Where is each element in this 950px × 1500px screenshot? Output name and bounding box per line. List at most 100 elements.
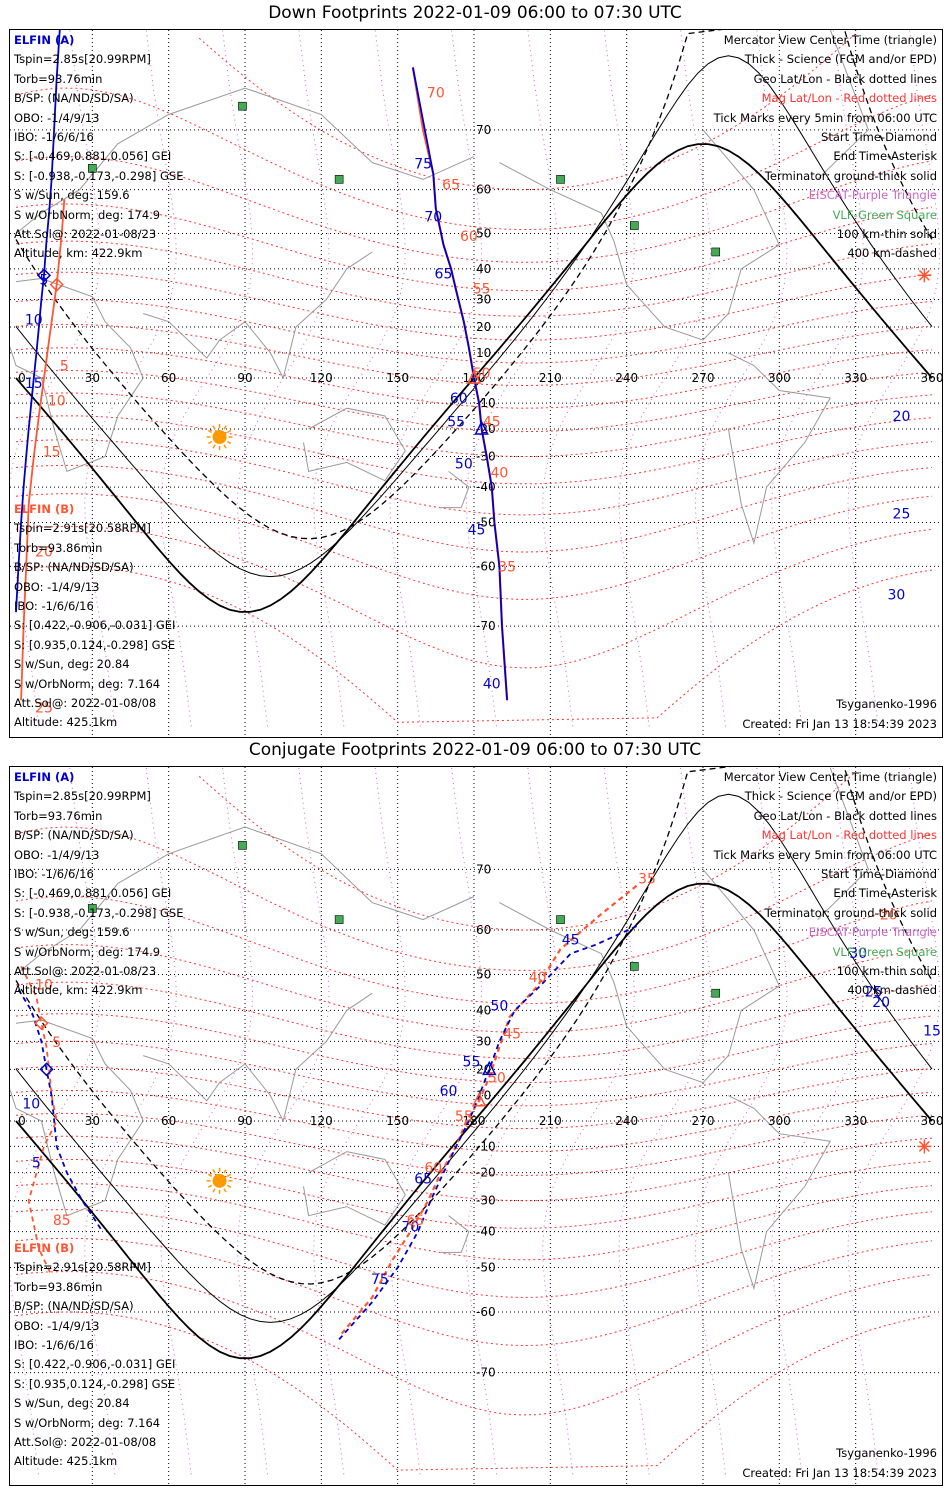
lat-tick-label: 30 xyxy=(476,292,491,306)
mag-lon-line xyxy=(160,30,254,727)
elfin-a-s-sun: S w/Sun, deg: 159.6 xyxy=(14,188,130,203)
center-time-triangle-icon xyxy=(466,369,482,384)
legend-item: Thick - Science (FGM and/or EPD) xyxy=(744,789,937,804)
sun-icon xyxy=(206,424,233,451)
vlf-station-icon xyxy=(711,988,721,998)
elfin-a-obo: OBO: -1/4/9/13 xyxy=(14,847,100,862)
terminator-400km xyxy=(15,767,933,1285)
elfin-a-minute-label: 40 xyxy=(483,677,501,693)
elfin-a-minute-label: 30 xyxy=(849,946,867,962)
elfin-a-minute-label: 25 xyxy=(865,985,883,1001)
mag-lat-line xyxy=(15,826,933,971)
mag-lat-line xyxy=(15,347,933,409)
elfin-a-info: ELFIN (A) Tspin=2.85s[20.99RPM] Torb=93.… xyxy=(14,31,183,264)
lat-tick-label: 50 xyxy=(476,226,491,240)
elfin-a-minute-label: 5 xyxy=(32,1155,41,1171)
mag-lat-line xyxy=(15,1271,933,1416)
lon-tick-label: 150 xyxy=(386,1114,409,1128)
coastline xyxy=(499,129,780,341)
mag-lat-line xyxy=(15,323,933,387)
mag-lat-line xyxy=(15,895,933,1005)
coastline xyxy=(303,407,406,482)
legend-item: EISCAT-Purple Triangle xyxy=(808,925,937,940)
lon-tick-label: 120 xyxy=(310,1114,333,1128)
elfin-b-spin: Tspin=2.91s[20.58RPM] xyxy=(14,521,151,536)
mag-lat-line xyxy=(15,981,933,1059)
legend-item: VLF-Green Square xyxy=(832,944,937,959)
coastline xyxy=(817,767,869,920)
legend: Mercator View Center Time (triangle) Thi… xyxy=(714,31,937,264)
coastline xyxy=(143,992,373,1123)
vlf-station-icon xyxy=(711,247,721,257)
elfin-b-altitude: Altitude: 425.1km xyxy=(14,1454,118,1469)
lon-tick-label: 60 xyxy=(161,371,176,385)
created-label: Created: Fri Jan 13 18:54:39 2023 xyxy=(742,717,937,731)
elfin-a-minute-label: 50 xyxy=(491,998,509,1014)
elfin-b-s-sun: S w/Sun, deg: 20.84 xyxy=(14,1396,130,1411)
vlf-station-icon xyxy=(629,962,639,971)
mag-lat-line xyxy=(15,87,933,231)
legend: Mercator View Center Time (triangle) Thi… xyxy=(714,768,937,1001)
lon-tick-label: 90 xyxy=(237,371,252,385)
legend-item: Terminator: ground-thick solid xyxy=(764,905,937,920)
elfin-b-minute-label: 40 xyxy=(529,970,547,986)
elfin-a-minute-label: 30 xyxy=(887,587,905,603)
end-asterisk-icon xyxy=(917,268,932,283)
start-diamond-icon xyxy=(36,268,52,283)
mag-lon-line xyxy=(160,767,254,1475)
center-time-triangle-icon xyxy=(474,420,489,435)
elfin-a-orbit: Torb=93.76min xyxy=(14,71,103,86)
lat-tick-label: -70 xyxy=(476,1366,496,1380)
lat-tick-label: -60 xyxy=(476,559,496,573)
mag-lon-line xyxy=(771,30,864,727)
elfin-b-spin: Tspin=2.91s[20.58RPM] xyxy=(14,1260,151,1275)
elfin-b-minute-label: 25 xyxy=(35,701,53,717)
elfin-b-minute-label: 65 xyxy=(442,178,460,194)
mag-lat-line xyxy=(198,33,857,191)
lat-tick-label: -10 xyxy=(476,1139,496,1153)
coastline xyxy=(15,826,475,975)
elfin-a-minute-label: 15 xyxy=(25,376,43,392)
elfin-b-track xyxy=(20,965,58,1276)
legend-item: Terminator: ground-thick solid xyxy=(764,168,937,183)
start-diamond-icon xyxy=(34,1016,49,1031)
elfin-b-minute-label: 70 xyxy=(427,85,445,101)
mag-lon-line xyxy=(389,767,483,1475)
mag-lat-line xyxy=(15,1013,933,1084)
vlf-station-icon xyxy=(238,101,247,111)
mag-lat-line xyxy=(15,299,933,364)
vlf-station-icon xyxy=(629,221,639,230)
mag-lat-line xyxy=(15,1135,933,1202)
elfin-b-s-orbnorm: S w/OrbNorm, deg: 7.164 xyxy=(14,1415,161,1430)
elfin-b-minute-label: 55 xyxy=(455,1109,473,1125)
mag-lat-line xyxy=(15,156,933,263)
elfin-a-minute-label: 50 xyxy=(455,456,473,472)
elfin-a-s-gei: S: [-0.469,0.881,0.056] GEI xyxy=(14,149,172,164)
legend-item: Mag Lat/Lon - Red dotted lines xyxy=(761,91,937,106)
elfin-b-orbit: Torb=93.86min xyxy=(14,540,103,555)
elfin-b-minute-label: 5 xyxy=(52,1035,61,1051)
elfin-b-minute-label: 55 xyxy=(473,282,491,298)
lat-tick-label: -70 xyxy=(476,619,496,633)
lon-tick-label: 90 xyxy=(237,1114,252,1128)
elfin-a-label: ELFIN (A) xyxy=(14,33,75,47)
legend-item: End Time-Asterisk xyxy=(833,149,937,164)
mag-lon-line xyxy=(618,30,712,727)
elfin-b-orbit: Torb=93.86min xyxy=(14,1279,103,1294)
conjugate-footprints-map: 0 30 60 90 120 150 180 210 240 270 300 330 360 70 60 50… xyxy=(10,767,942,1485)
lon-tick-label: 360 xyxy=(921,1114,942,1128)
legend-item: Start Time-Diamond xyxy=(821,130,937,145)
mag-lon-line xyxy=(465,767,559,1475)
mag-lon-line xyxy=(618,767,712,1475)
lon-tick-label: 330 xyxy=(844,1114,867,1128)
mag-lon-line xyxy=(84,30,177,727)
elfin-b-track xyxy=(20,199,66,701)
elfin-b-minute-label: 5 xyxy=(60,359,69,375)
elfin-a-obo: OBO: -1/4/9/13 xyxy=(14,110,100,125)
vlf-station-icon xyxy=(334,915,344,924)
mag-lat-line xyxy=(15,1112,933,1176)
elfin-a-altitude: Altitude, km: 422.9km xyxy=(14,983,143,998)
elfin-a-minute-label: 70 xyxy=(401,1220,419,1236)
elfin-a-bsp: B/SP: (NA/ND/SD/SA) xyxy=(14,828,134,843)
legend-item: 400 km-dashed xyxy=(847,246,937,261)
